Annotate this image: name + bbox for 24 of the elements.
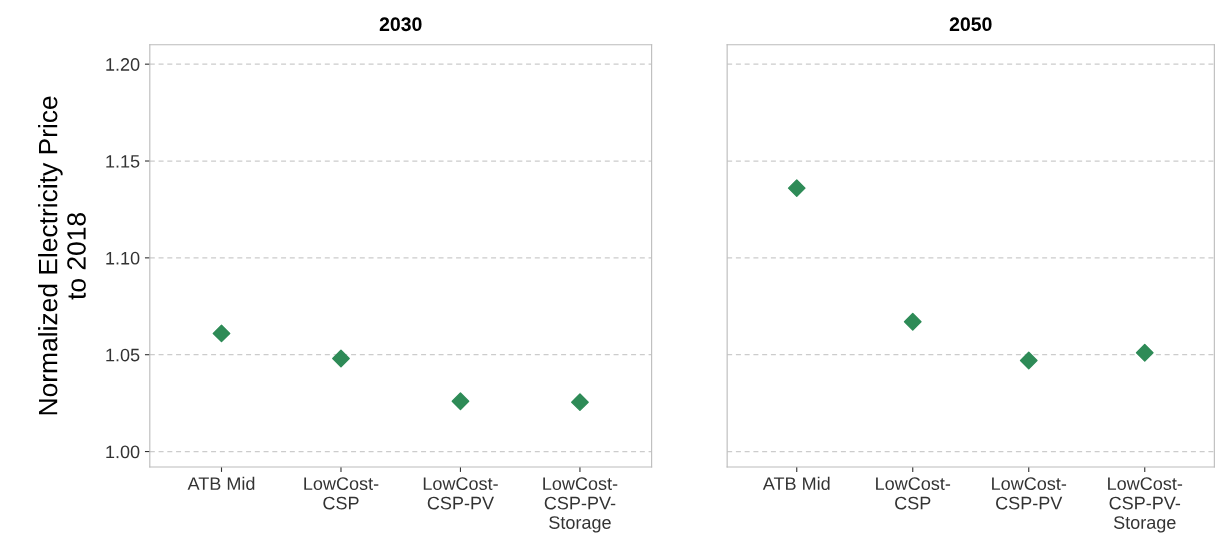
y-tick-label: 1.05	[106, 348, 140, 362]
x-tick-label: ATB Mid	[187, 476, 255, 491]
x-tick-label: LowCost- CSP	[304, 477, 379, 510]
y-tick-label: 1.10	[106, 251, 140, 265]
y-axis-title: Normalized Electricity Price to 2018	[38, 96, 86, 415]
y-tick-label: 1.15	[106, 155, 140, 168]
point	[332, 349, 350, 368]
chart-title: 2050	[949, 17, 992, 32]
chart-title: 2030	[379, 17, 422, 32]
x-tick-label: LowCost- CSP-PV- Storage	[1108, 477, 1183, 533]
point	[787, 179, 806, 198]
point	[571, 393, 589, 412]
point	[1019, 351, 1038, 370]
y-tick-label: 1.00	[106, 445, 140, 459]
x-tick-label: LowCost- CSP-PV	[423, 477, 498, 510]
point	[212, 324, 231, 343]
x-tick-label: ATB Mid	[762, 476, 830, 491]
point	[903, 312, 922, 331]
x-tick-label: LowCost- CSP	[876, 477, 951, 510]
x-tick-label: LowCost- CSP-PV- Storage	[543, 477, 618, 533]
point	[1135, 343, 1154, 362]
point	[451, 392, 470, 411]
y-tick-label: 1.20	[106, 58, 140, 71]
x-tick-label: LowCost- CSP-PV	[992, 477, 1067, 510]
